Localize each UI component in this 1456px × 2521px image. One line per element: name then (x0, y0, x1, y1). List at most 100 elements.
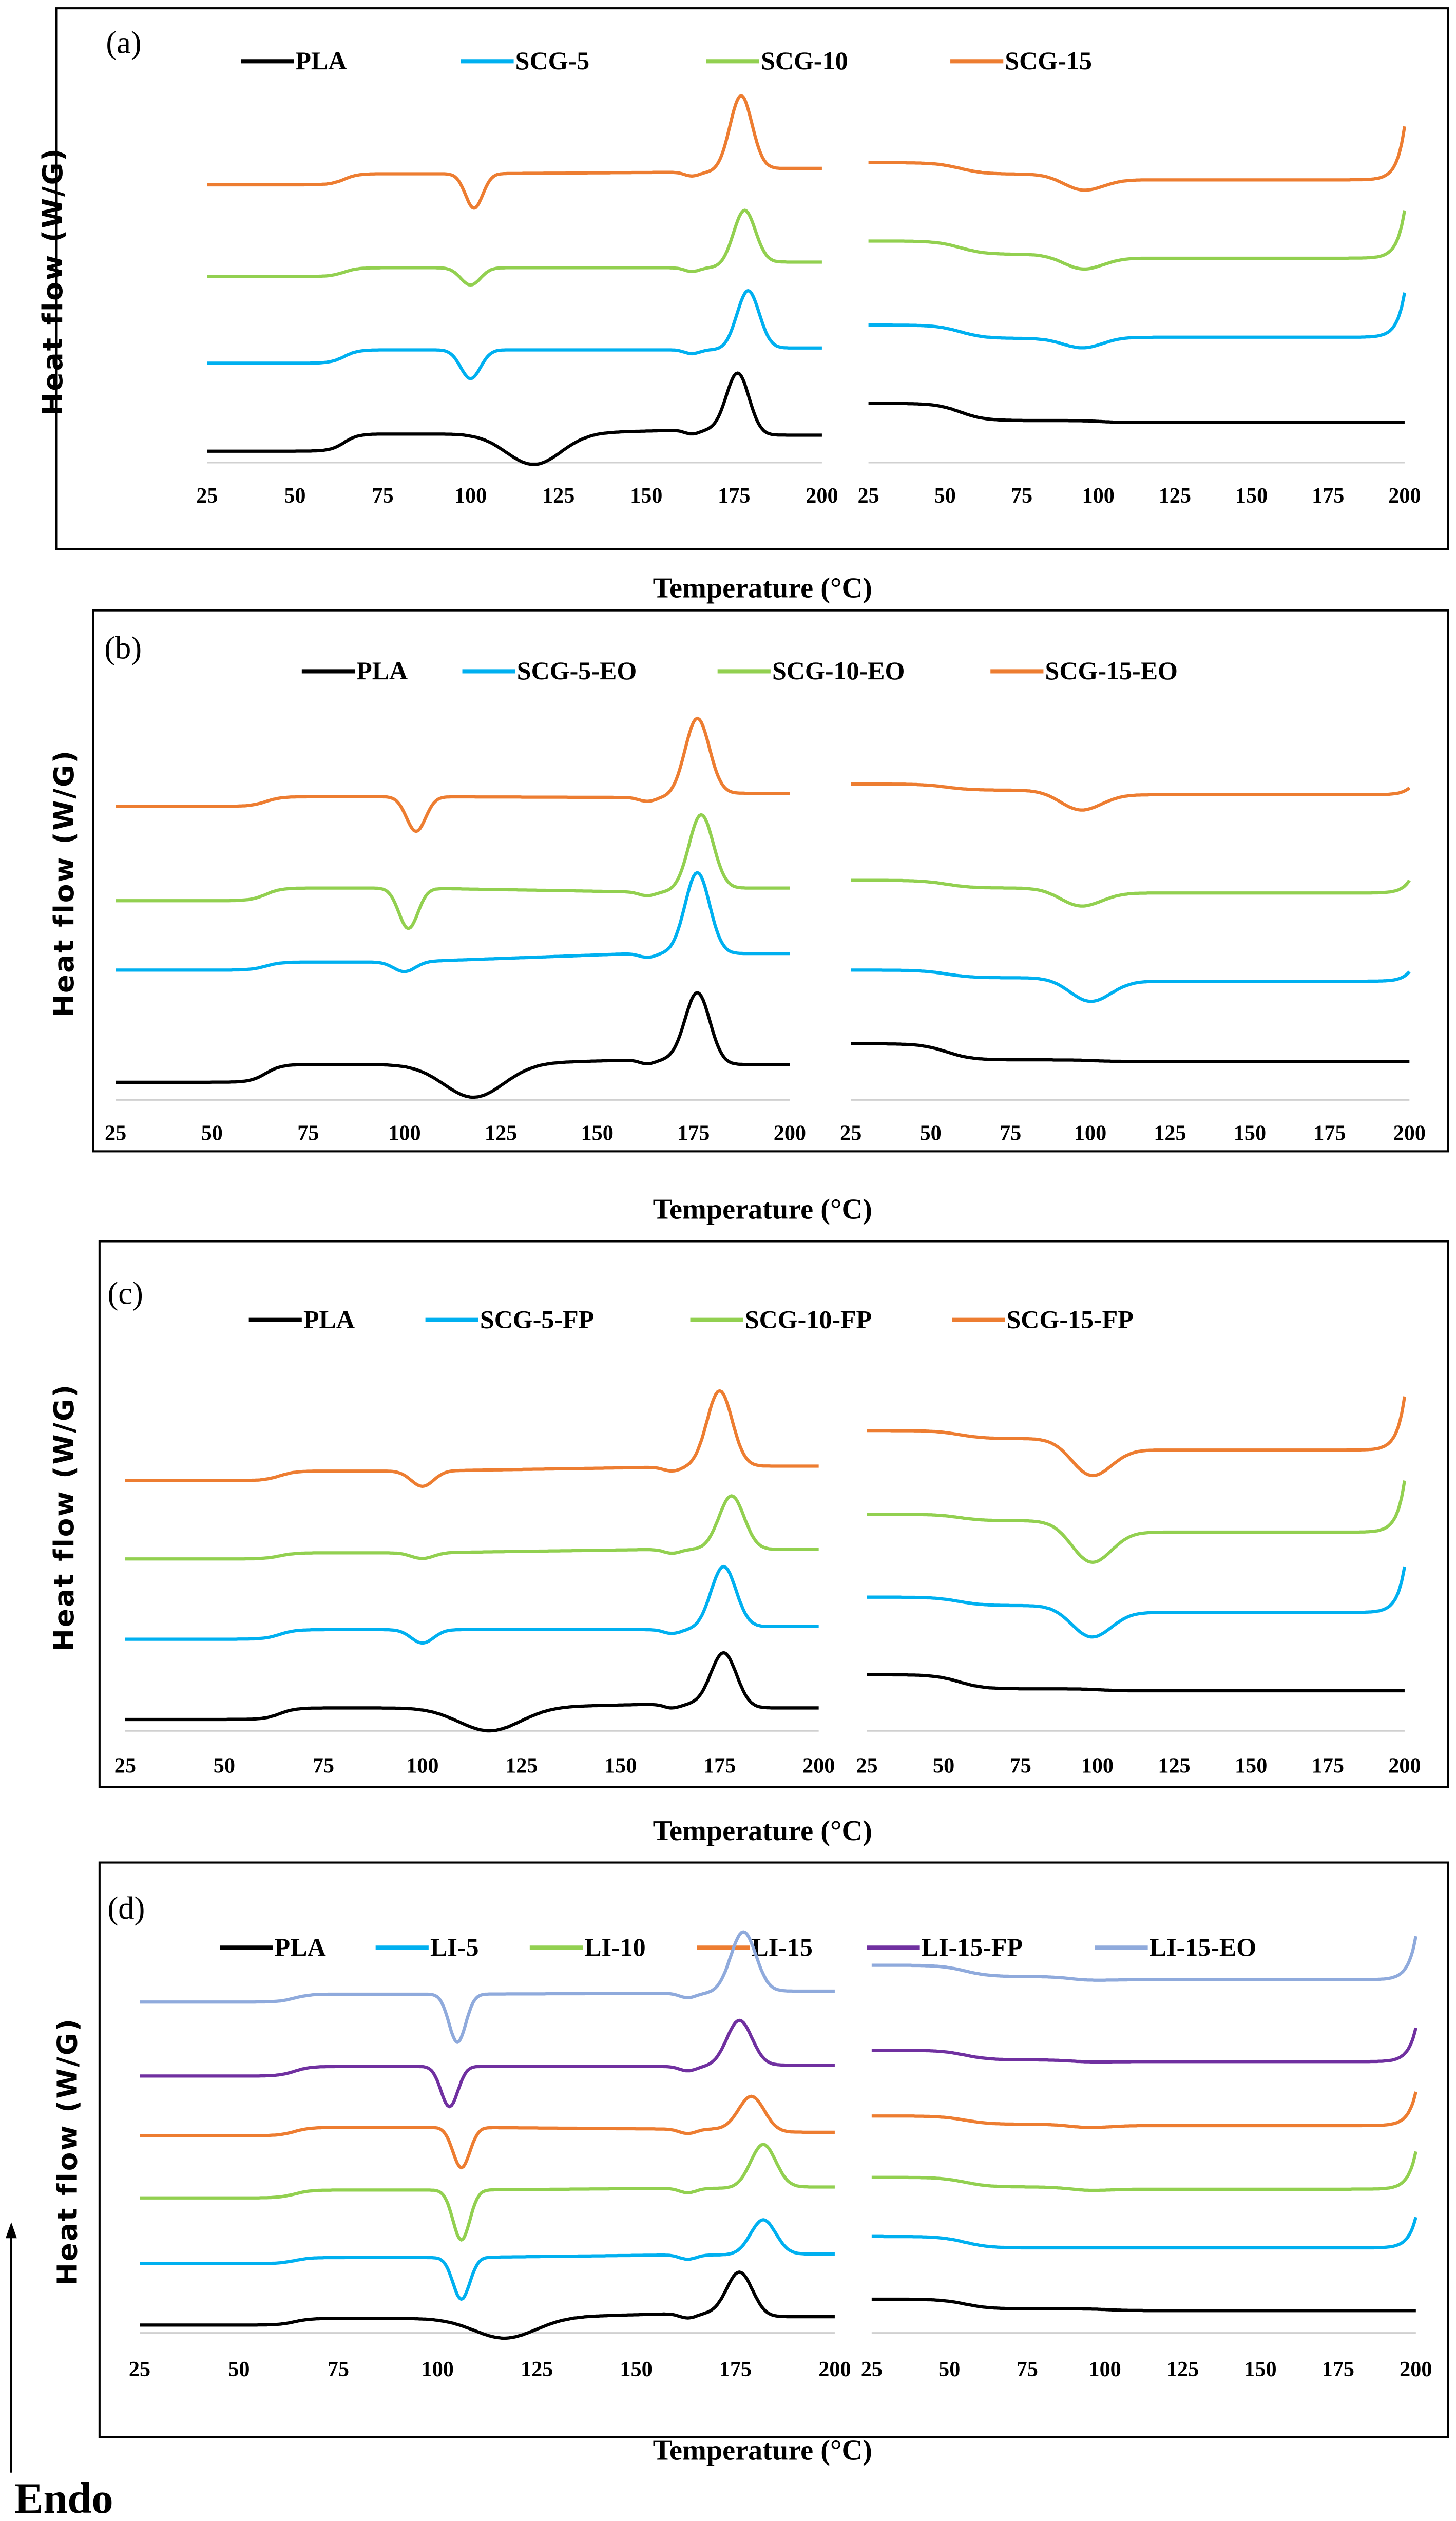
heating-x-tick-label: 25 (105, 1121, 126, 1145)
heating-x-tick-label: 50 (214, 1753, 235, 1778)
heating-x-tick-label: 75 (313, 1753, 334, 1778)
curve-cooling-scg-15-eo (851, 782, 1411, 812)
curve-heating-scg-10 (207, 208, 822, 287)
legend-label: SCG-5 (515, 46, 590, 75)
x-axis-title: Temperature (°C) (653, 572, 872, 604)
heating-x-tick-label: 25 (114, 1753, 136, 1778)
curve-cooling-li-10 (871, 2151, 1417, 2192)
curve-cooling-scg-10-fp (867, 1480, 1407, 1564)
curve-cooling-scg-15 (868, 126, 1407, 192)
curve-heating-scg-5-fp (125, 1564, 819, 1645)
cooling-x-tick-label: 25 (856, 1753, 877, 1778)
cooling-x-tick-label: 125 (1159, 484, 1191, 508)
panel-label: (d) (107, 1890, 145, 1926)
endo-indicator: Endo (5, 2222, 113, 2521)
cooling-x-tick-label: 50 (933, 1753, 954, 1778)
heating-x-tick-label: 125 (505, 1753, 538, 1778)
legend-label: SCG-10 (761, 46, 848, 75)
legend-item: LI-15 (697, 1933, 813, 1961)
heating-x-tick-label: 50 (228, 2357, 250, 2381)
cooling-x-tick-label: 200 (1388, 1753, 1421, 1778)
curve-cooling-scg-5-fp (867, 1566, 1407, 1639)
heating-x-tick-label: 175 (677, 1121, 710, 1145)
cooling-x-tick-label: 175 (1313, 1121, 1346, 1145)
legend-item: LI-15-FP (867, 1933, 1023, 1961)
legend-item: LI-15-EO (1095, 1933, 1256, 1961)
curve-cooling-scg-10 (868, 210, 1407, 271)
legend-label: SCG-15-FP (1006, 1305, 1133, 1333)
cooling-x-tick-label: 150 (1234, 1121, 1266, 1145)
cooling-x-tick-label: 125 (1158, 1753, 1190, 1778)
legend-item: SCG-5-FP (425, 1305, 594, 1333)
y-axis-title: Heat flow (W/G) (48, 749, 80, 1018)
heating-x-tick-label: 200 (818, 2357, 851, 2381)
legend-label: SCG-10-EO (772, 656, 905, 685)
legend-item: SCG-15 (950, 46, 1092, 75)
heating-x-tick-label: 125 (485, 1121, 517, 1145)
legend-item: PLA (248, 1305, 355, 1333)
legend-label: PLA (295, 46, 347, 75)
panel-frame (98, 1861, 1449, 2438)
legend-item: SCG-10-EO (717, 656, 905, 685)
cooling-x-tick-label: 75 (1010, 1753, 1031, 1778)
curve-heating-pla (125, 1651, 819, 1733)
legend-label: SCG-5-FP (480, 1305, 594, 1333)
heating-x-tick-label: 100 (422, 2357, 454, 2381)
curve-cooling-pla (868, 402, 1405, 424)
legend-item: SCG-15-FP (952, 1305, 1134, 1333)
panel-frame (98, 1240, 1449, 1788)
curve-cooling-li-15-fp (871, 2027, 1417, 2064)
heating-x-tick-label: 125 (521, 2357, 553, 2381)
panel-label: (b) (104, 629, 142, 665)
curve-cooling-scg-5-eo (851, 968, 1411, 1003)
endo-arrowhead-icon (5, 2222, 17, 2239)
panel-d: (d) PLA LI-5 LI-10 LI-15 LI-15-FP LI-15-EO 25 50… (51, 1861, 1449, 2467)
heating-x-tick-label: 150 (581, 1121, 614, 1145)
curve-heating-li-15 (140, 2094, 835, 2170)
cooling-x-tick-label: 150 (1235, 484, 1268, 508)
cooling-x-tick-label: 200 (1393, 1121, 1426, 1145)
legend-item: PLA (301, 656, 408, 685)
curve-cooling-li-15 (871, 2091, 1417, 2129)
heating-x-tick-label: 75 (372, 484, 393, 508)
cooling-x-tick-label: 50 (920, 1121, 942, 1145)
panel-frame (55, 7, 1449, 550)
cooling-x-tick-label: 100 (1081, 1753, 1114, 1778)
panel-a: (a) PLA SCG-5 SCG-10 SCG-15 25 50 75 100 125 150 17… (37, 7, 1449, 604)
legend-label: LI-15-EO (1150, 1933, 1256, 1961)
cooling-x-tick-label: 200 (1400, 2357, 1432, 2381)
curve-heating-scg-5-eo (116, 871, 790, 973)
x-axis-title: Temperature (°C) (653, 1815, 872, 1847)
legend-item: SCG-5 (461, 46, 589, 75)
cooling-x-tick-label: 150 (1235, 1753, 1267, 1778)
heating-x-tick-label: 25 (129, 2357, 150, 2381)
y-axis-title: Heat flow (W/G) (51, 2017, 83, 2286)
legend-item: PLA (220, 1933, 326, 1961)
curve-cooling-pla (851, 1042, 1410, 1063)
heating-x-tick-label: 100 (406, 1753, 438, 1778)
curve-cooling-scg-5 (868, 292, 1407, 350)
heating-x-tick-label: 175 (719, 2357, 752, 2381)
curve-heating-scg-10-fp (125, 1494, 819, 1561)
legend-item: SCG-10-FP (690, 1305, 872, 1333)
cooling-x-tick-label: 50 (934, 484, 956, 508)
legend-label: SCG-15 (1005, 46, 1092, 75)
heating-x-tick-label: 100 (388, 1121, 420, 1145)
curve-cooling-li-5 (871, 2217, 1417, 2250)
cooling-x-tick-label: 25 (840, 1121, 861, 1145)
curve-heating-li-5 (140, 2218, 835, 2301)
heating-x-tick-label: 75 (328, 2357, 349, 2381)
cooling-x-tick-label: 50 (938, 2357, 960, 2381)
cooling-x-tick-label: 75 (1000, 1121, 1021, 1145)
curve-heating-scg-15-fp (125, 1389, 819, 1488)
legend-label: PLA (303, 1305, 355, 1333)
curve-heating-scg-15-eo (116, 716, 790, 833)
curve-heating-scg-10-eo (116, 813, 790, 930)
heating-x-tick-label: 100 (454, 484, 487, 508)
endo-label: Endo (14, 2475, 113, 2521)
cooling-x-tick-label: 25 (857, 484, 879, 508)
heating-x-tick-label: 150 (604, 1753, 637, 1778)
curve-cooling-pla (867, 1673, 1405, 1693)
panel-frame (92, 609, 1449, 1153)
